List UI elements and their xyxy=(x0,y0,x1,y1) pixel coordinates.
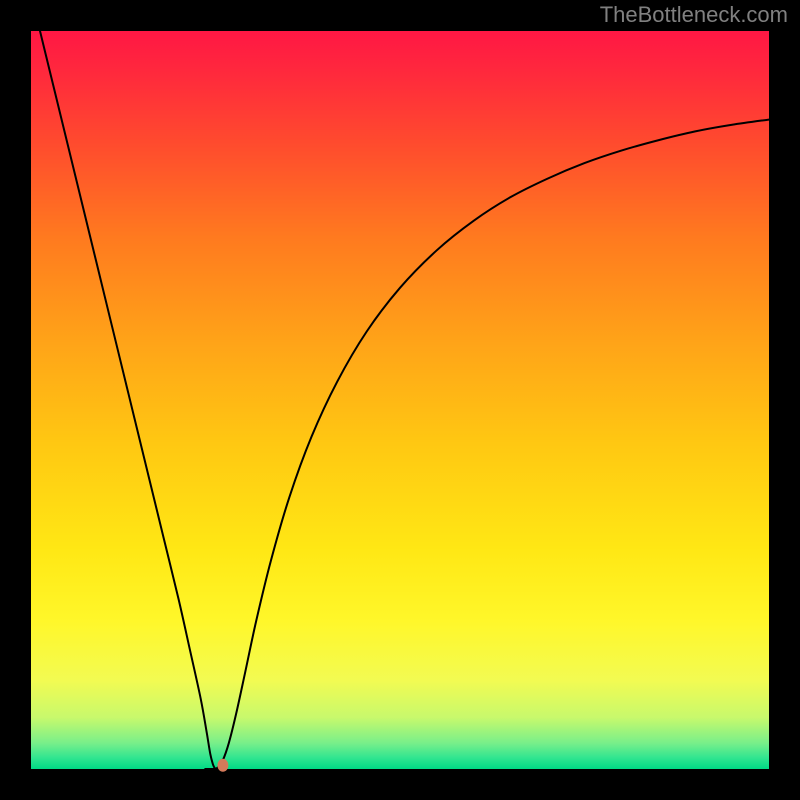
chart-svg: TheBottleneck.com xyxy=(0,0,800,800)
plot-background xyxy=(31,31,769,769)
minimum-marker xyxy=(217,759,228,772)
watermark-text: TheBottleneck.com xyxy=(600,2,788,27)
chart-root: TheBottleneck.com xyxy=(0,0,800,800)
